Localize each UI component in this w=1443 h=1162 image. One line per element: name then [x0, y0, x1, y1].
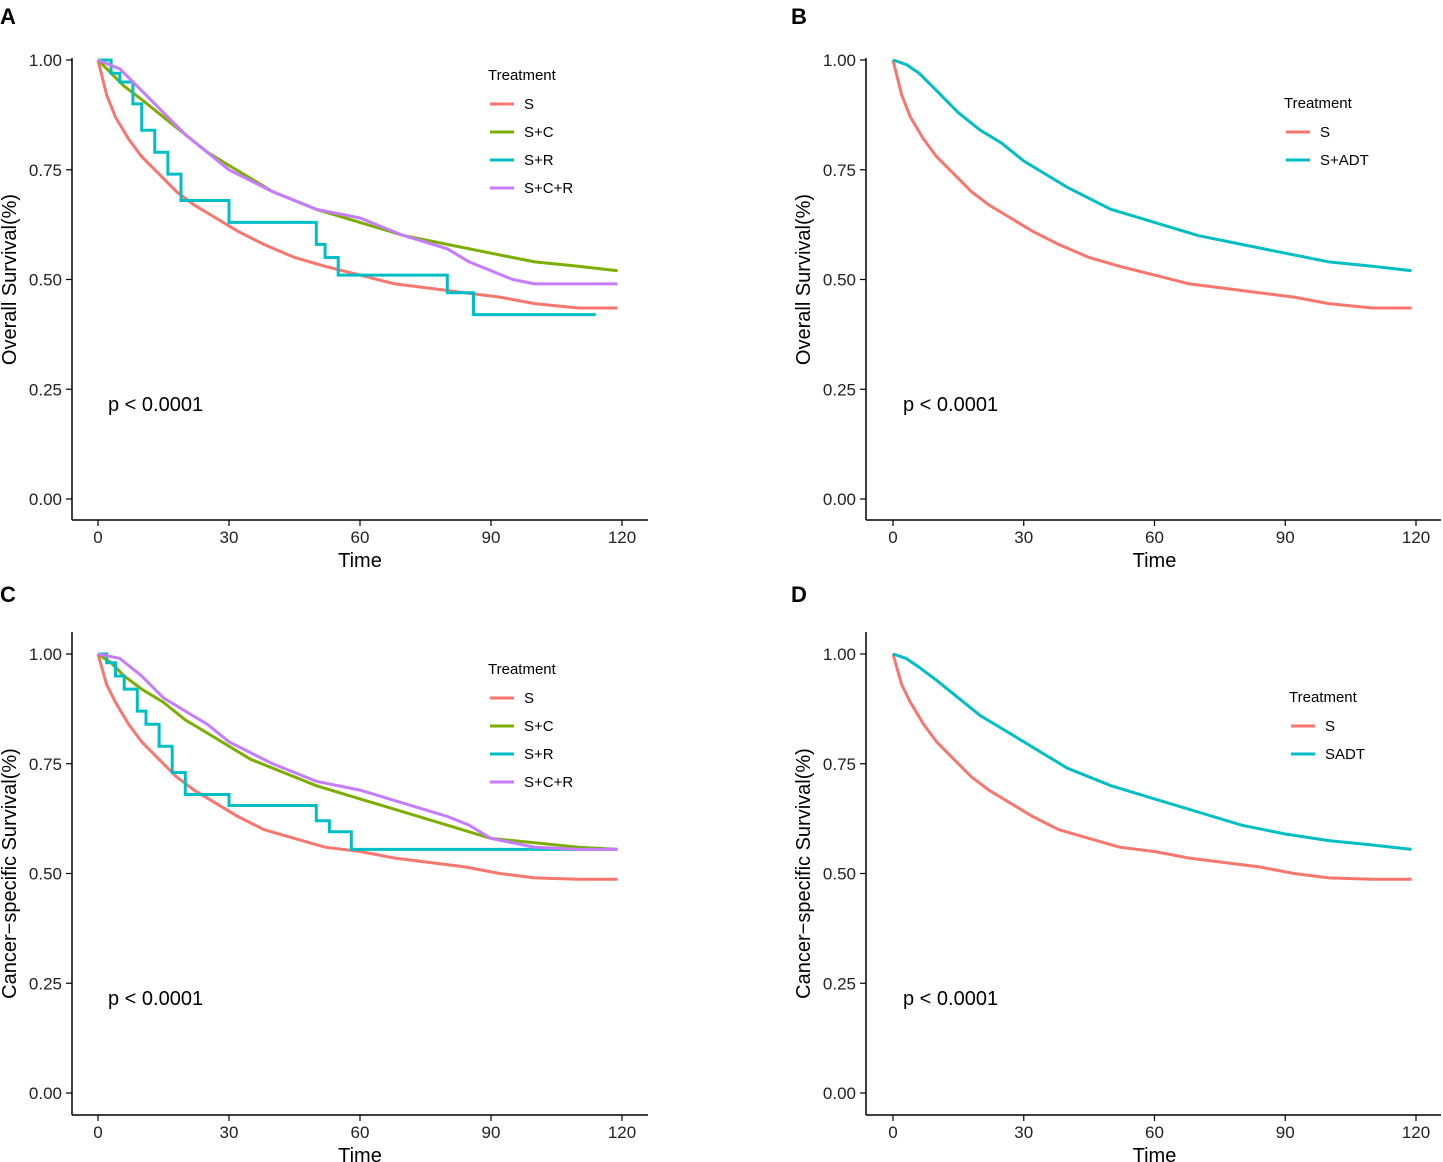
legend-label: SADT: [1325, 746, 1365, 763]
legend-title: Treatment: [488, 67, 557, 84]
x-tick-label: 30: [1014, 1123, 1033, 1142]
x-tick-label: 60: [1145, 1123, 1164, 1142]
p-value-annotation: p < 0.0001: [108, 394, 203, 416]
y-tick-label: 0.50: [29, 271, 62, 290]
x-tick-label: 30: [220, 1123, 239, 1142]
y-tick-label: 0.00: [823, 1084, 856, 1103]
y-tick-label: 0.75: [823, 755, 856, 774]
x-tick-label: 120: [1402, 528, 1430, 547]
y-axis-title: Overall Survival(%): [0, 194, 21, 365]
x-tick-label: 0: [93, 1123, 102, 1142]
y-axis-title: Cancer−specific Survival(%): [793, 748, 815, 999]
legend-label: S+C+R: [524, 180, 573, 197]
legend-label: S: [1320, 124, 1330, 141]
y-tick-label: 0.00: [823, 490, 856, 509]
y-tick-label: 0.75: [29, 755, 62, 774]
legend-label: S: [524, 690, 534, 707]
p-value-annotation: p < 0.0001: [108, 988, 203, 1010]
y-tick-label: 0.00: [29, 1084, 62, 1103]
y-tick-label: 1.00: [823, 51, 856, 70]
x-tick-label: 0: [888, 528, 897, 547]
curve-s-c-r: [97, 58, 618, 286]
y-tick-label: 0.50: [823, 271, 856, 290]
x-axis-title: Time: [338, 1145, 382, 1162]
legend-label: S+R: [524, 746, 554, 763]
curve-s: [96, 653, 618, 881]
legend-label: S: [1325, 718, 1335, 735]
x-tick-label: 60: [351, 528, 370, 547]
x-tick-label: 90: [1276, 528, 1295, 547]
x-tick-label: 90: [1276, 1123, 1295, 1142]
panel-c: C 0.00 0.25 0.50 0.75 1.00 0 30 60 90 120 Time Cance…: [0, 582, 648, 1162]
curve-s-r: [98, 58, 596, 317]
x-tick-label: 0: [888, 1123, 897, 1142]
panel-letter: A: [0, 4, 16, 29]
x-tick-label: 120: [608, 1123, 636, 1142]
x-tick-label: 0: [93, 528, 102, 547]
legend-label: S+R: [524, 152, 554, 169]
y-axis-title: Overall Survival(%): [793, 194, 815, 365]
panel-d: D 0.00 0.25 0.50 0.75 1.00 0 30 60 90 120 Time Cance…: [791, 582, 1441, 1162]
x-axis-title: Time: [338, 550, 382, 572]
y-tick-label: 0.25: [29, 974, 62, 993]
legend-label: S+C: [524, 124, 554, 141]
x-tick-label: 30: [220, 528, 239, 547]
x-tick-label: 30: [1014, 528, 1033, 547]
y-tick-label: 1.00: [29, 645, 62, 664]
curve-s-r: [98, 652, 618, 851]
y-tick-label: 0.25: [29, 380, 62, 399]
legend-title: Treatment: [488, 661, 557, 678]
curve-s: [96, 59, 618, 310]
x-tick-label: 60: [1145, 528, 1164, 547]
y-axis-title: Cancer−specific Survival(%): [0, 748, 21, 999]
y-tick-label: 0.50: [823, 865, 856, 884]
p-value-annotation: p < 0.0001: [903, 394, 998, 416]
panel-a: A 0.00 0.25 0.50 0.75 1.00 0 30 60 90 120 Time Overa…: [0, 4, 648, 572]
panel-letter: D: [791, 582, 807, 607]
legend-title: Treatment: [1284, 95, 1353, 112]
legend-label: S+C: [524, 718, 554, 735]
x-axis-title: Time: [1133, 1145, 1177, 1162]
panel-b: B 0.00 0.25 0.50 0.75 1.00 0 30 60 90 120 Time Overa…: [791, 4, 1441, 572]
curve-s: [891, 653, 1412, 881]
panel-letter: B: [791, 4, 807, 29]
legend-label: S+C+R: [524, 774, 573, 791]
panel-letter: C: [0, 582, 16, 607]
x-tick-label: 90: [482, 1123, 501, 1142]
y-tick-label: 0.25: [823, 380, 856, 399]
legend-label: S+ADT: [1320, 152, 1369, 169]
curve-s-adt: [892, 58, 1412, 273]
legend-title: Treatment: [1289, 689, 1358, 706]
legend-label: S: [524, 96, 534, 113]
x-axis-title: Time: [1133, 550, 1177, 572]
curve-s: [891, 59, 1412, 310]
y-tick-label: 0.00: [29, 490, 62, 509]
y-tick-label: 0.75: [29, 161, 62, 180]
x-tick-label: 120: [1402, 1123, 1430, 1142]
y-tick-label: 0.25: [823, 974, 856, 993]
y-tick-label: 0.50: [29, 865, 62, 884]
curve-sadt: [892, 652, 1412, 851]
x-tick-label: 90: [482, 528, 501, 547]
p-value-annotation: p < 0.0001: [903, 988, 998, 1010]
curve-s-c-r: [97, 652, 618, 851]
y-tick-label: 0.75: [823, 161, 856, 180]
y-tick-label: 1.00: [29, 51, 62, 70]
y-tick-label: 1.00: [823, 645, 856, 664]
x-tick-label: 60: [351, 1123, 370, 1142]
x-tick-label: 120: [608, 528, 636, 547]
